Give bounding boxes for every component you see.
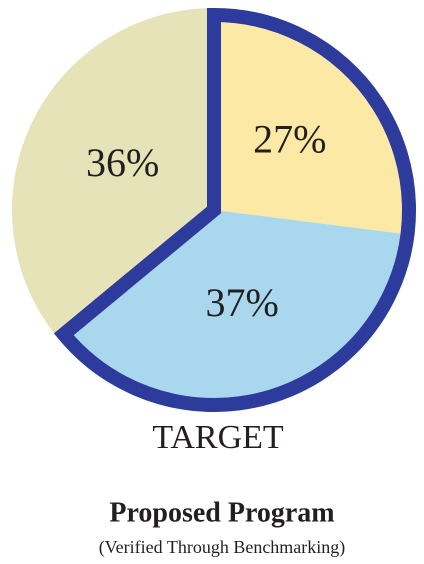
slice-outline bbox=[53, 7, 416, 412]
pie-slice bbox=[214, 8, 416, 236]
chart-title: Proposed Program bbox=[109, 497, 334, 528]
pie-label: TARGET bbox=[152, 419, 284, 456]
chart-subtitle: (Verified Through Benchmarking) bbox=[99, 537, 346, 558]
pie-slice bbox=[11, 8, 214, 339]
value-label: 36% bbox=[86, 140, 159, 185]
value-label: 37% bbox=[206, 280, 279, 325]
value-label: 27% bbox=[253, 116, 326, 161]
